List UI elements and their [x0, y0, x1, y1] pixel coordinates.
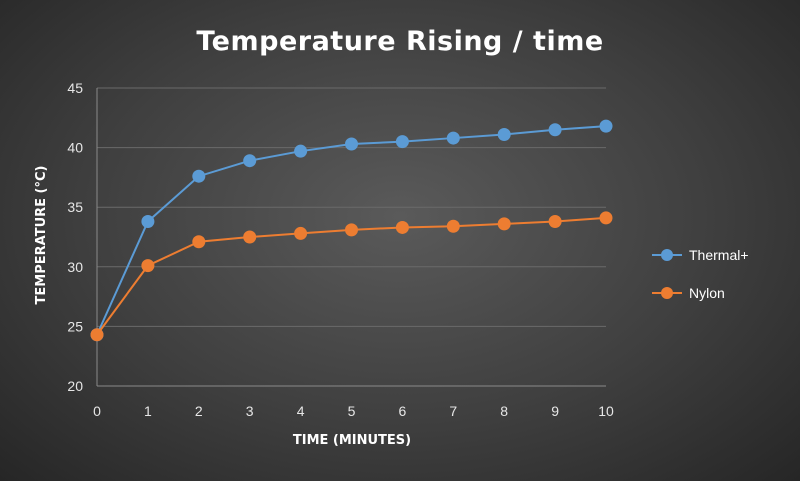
legend-marker [661, 249, 673, 261]
data-point [497, 217, 511, 231]
series-nylon [90, 211, 613, 342]
data-point [294, 144, 308, 158]
data-point [192, 235, 206, 249]
x-tick-label: 7 [449, 403, 457, 419]
grid [97, 87, 606, 327]
legend-item: Thermal+ [652, 247, 749, 263]
data-point [446, 219, 460, 233]
x-tick-label: 8 [500, 403, 508, 419]
y-tick-label: 25 [67, 318, 83, 334]
legend-item: Nylon [652, 285, 725, 301]
x-tick-label: 5 [348, 403, 356, 419]
data-point [141, 259, 155, 273]
data-point [90, 328, 104, 342]
data-point [446, 131, 460, 145]
x-tick-label: 3 [246, 403, 254, 419]
y-tick-label: 40 [67, 140, 83, 156]
x-tick-label: 6 [399, 403, 407, 419]
data-point [141, 215, 155, 229]
data-point [345, 137, 358, 151]
x-tick-label: 9 [551, 403, 559, 419]
chart-title: Temperature Rising / time [196, 26, 603, 57]
x-tick-label: 0 [93, 403, 101, 419]
x-tick-label: 10 [598, 403, 614, 419]
data-point [599, 211, 613, 225]
data-point [294, 226, 308, 240]
y-tick-label: 20 [67, 378, 83, 394]
data-point [599, 119, 613, 133]
x-axis-title: TIME (MINUTES) [293, 433, 411, 448]
x-tick-label: 1 [144, 403, 152, 419]
data-point [395, 220, 409, 234]
data-point [395, 135, 409, 149]
x-tick-label: 2 [195, 403, 203, 419]
legend-label: Thermal+ [689, 247, 749, 263]
x-tick-label: 4 [297, 403, 305, 419]
data-point [243, 154, 257, 168]
data-point [345, 223, 358, 237]
series-thermal- [90, 119, 613, 342]
y-tick-label: 35 [67, 199, 83, 215]
series-layer [90, 119, 613, 342]
legend: Thermal+ Nylon [652, 247, 749, 301]
data-point [243, 230, 257, 244]
y-axis-title: TEMPERATURE (°C) [34, 166, 49, 305]
data-point [192, 169, 206, 183]
y-tick-label: 30 [67, 259, 83, 275]
legend-label: Nylon [689, 285, 725, 301]
data-point [548, 123, 562, 137]
data-point [548, 215, 562, 229]
data-point [497, 127, 511, 141]
legend-marker [661, 287, 673, 299]
y-tick-label: 45 [67, 80, 83, 96]
